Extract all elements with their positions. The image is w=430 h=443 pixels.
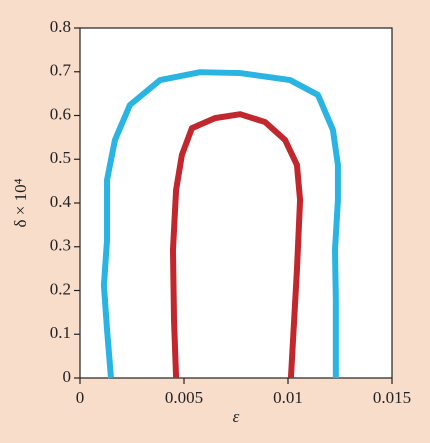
curve (100, 69, 341, 379)
y-tick-label: 0.3 (50, 236, 71, 255)
plot-area (79, 27, 393, 379)
y-tick-label: 0 (63, 367, 72, 386)
x-tick-label: 0.015 (373, 388, 411, 407)
y-axis-label: δ × 10⁴ (11, 178, 30, 227)
y-tick-label: 0.2 (50, 279, 71, 298)
y-tick-label: 0.5 (50, 148, 71, 167)
y-tick-label: 0.6 (50, 104, 71, 123)
y-tick-label: 0.1 (50, 323, 71, 342)
y-tick-label: 0.7 (50, 61, 72, 80)
y-tick-label: 0.8 (50, 17, 71, 36)
x-tick-label: 0 (76, 388, 85, 407)
y-tick-label: 0.4 (50, 192, 72, 211)
x-tick-label: 0.005 (165, 388, 203, 407)
x-axis-label: ε (233, 407, 240, 426)
curve (169, 111, 304, 379)
x-tick-label: 0.01 (273, 388, 303, 407)
